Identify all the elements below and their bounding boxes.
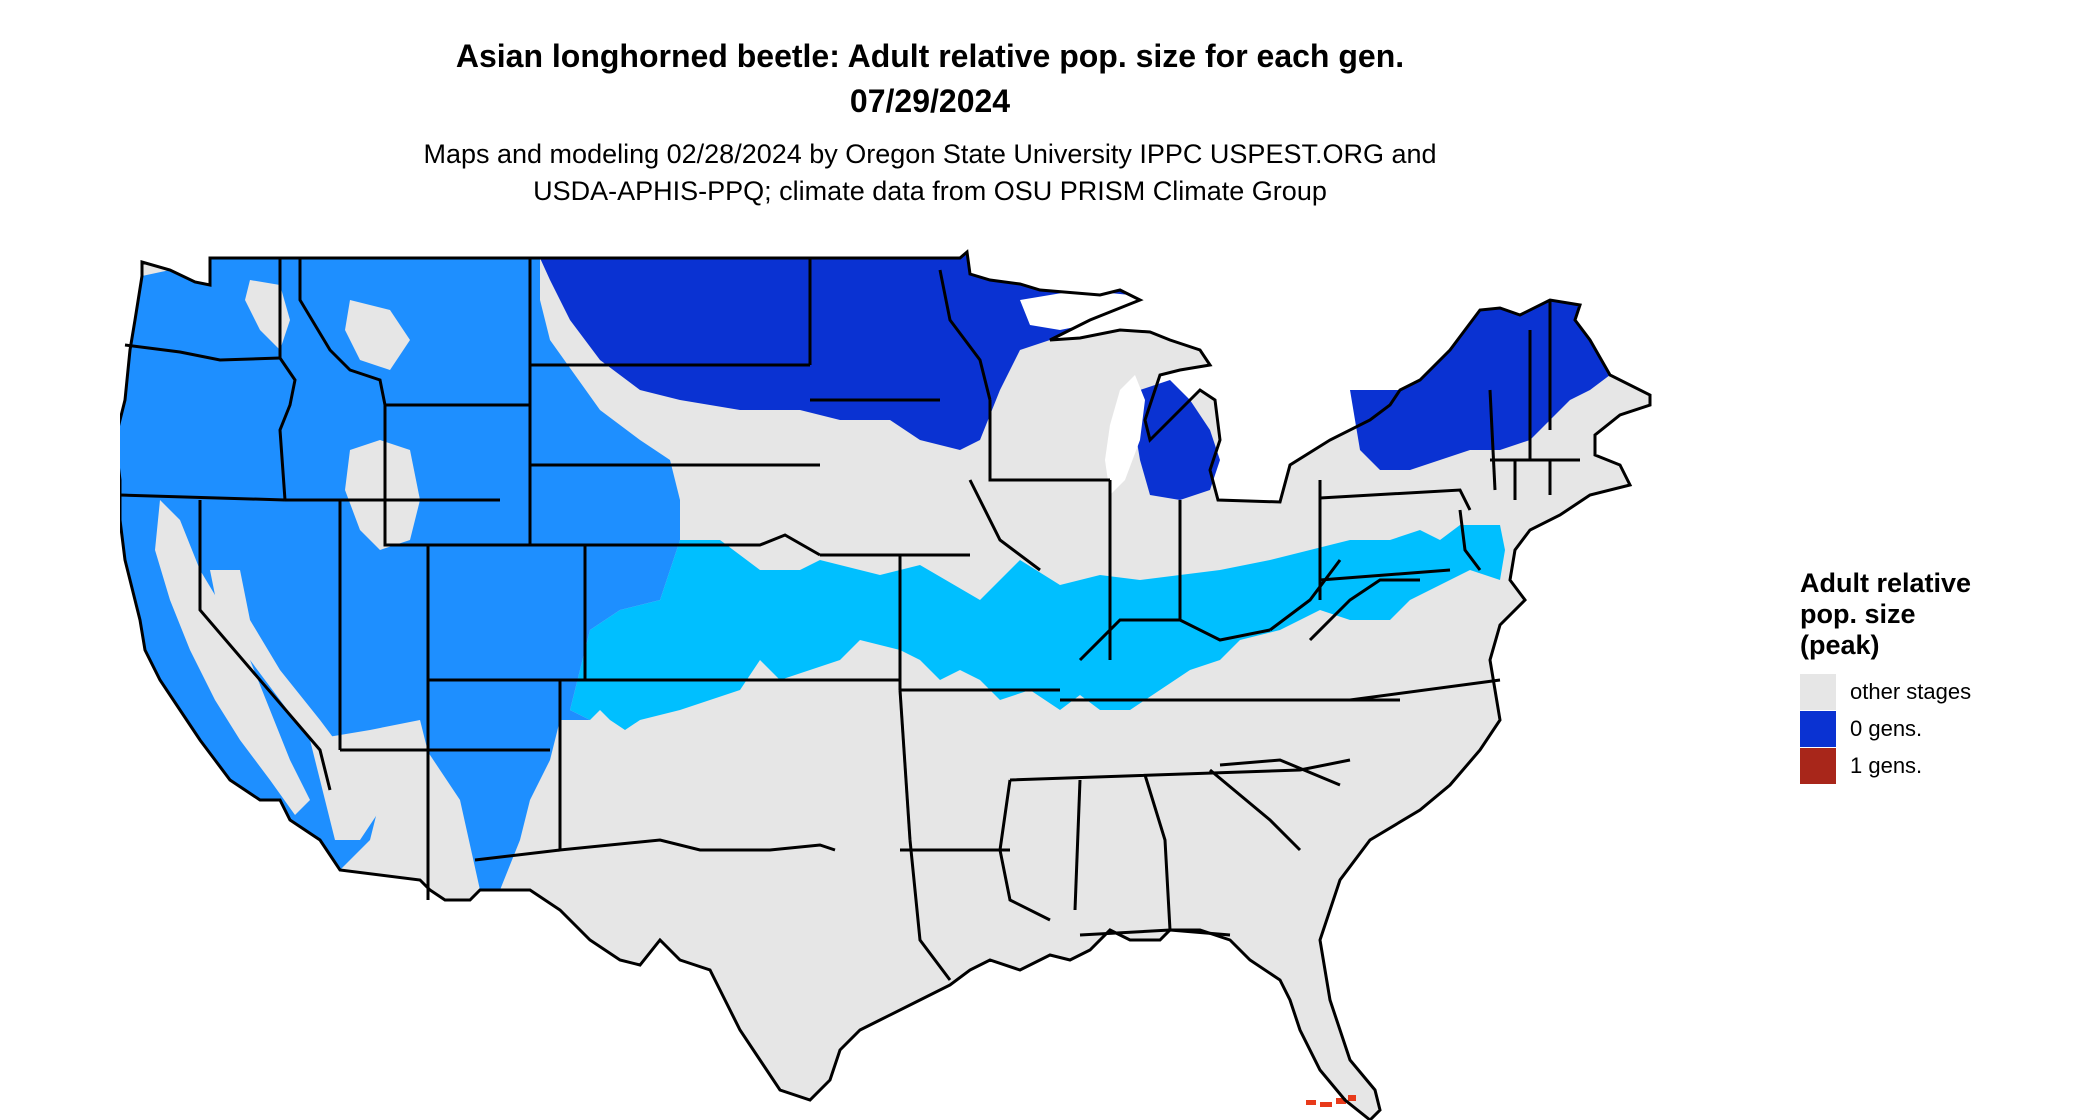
map-title: Asian longhorned beetle: Adult relative … [455, 38, 1405, 74]
zone-gray-pocket-utah [345, 440, 420, 550]
border-ne-ks [585, 533, 821, 557]
zone-deep-blue-michigan [1135, 380, 1220, 500]
map-credit-line-1: Maps and modeling 02/28/2024 by Oregon S… [423, 139, 1437, 169]
border-ny-pa [1319, 488, 1472, 511]
border-il-ky [1078, 618, 1271, 662]
legend-swatch-other-stages [1800, 673, 1836, 710]
us-map [120, 240, 1720, 1120]
border-ia-il [968, 479, 1041, 572]
us-map-svg [120, 249, 1652, 1120]
border-ga-fl [1079, 928, 1231, 937]
border-nc-sc [1219, 758, 1341, 787]
border-oh-wv-ky [1269, 559, 1342, 632]
us-outline [120, 249, 1652, 1120]
border-or-ca [120, 493, 286, 502]
zone-gray-pocket-nevada [210, 570, 350, 780]
legend-label-0-gens: 0 gens. [1850, 715, 1923, 741]
border-ms-al [1073, 779, 1082, 911]
state-borders [120, 249, 1652, 1120]
border-nj [1458, 509, 1482, 571]
border-ms-la [998, 779, 1051, 922]
legend-item-1-gens: 1 gens. [1800, 747, 2060, 784]
border-ok-ar [898, 689, 912, 841]
border-wv-va [1308, 578, 1420, 642]
border-mn-wi [938, 269, 992, 401]
zone-light-blue [570, 525, 1505, 730]
legend-label-1-gens: 1 gens. [1850, 752, 1923, 778]
lake-superior [1020, 290, 1160, 330]
legend-title: Adult relative pop. size (peak) [1800, 568, 1972, 660]
zone-gray-pocket-montana [345, 300, 410, 370]
legend-item-0-gens: 0 gens. [1800, 710, 2060, 747]
legend-swatch-0-gens [1800, 710, 1836, 747]
border-wy-ut-co [383, 500, 430, 680]
border-wa-or [124, 343, 281, 362]
border-va-nc [1349, 678, 1501, 702]
legend-label-other-stages: other stages [1850, 678, 1972, 704]
border-ga-sc [1209, 768, 1302, 852]
border-ny-vt [1488, 389, 1497, 491]
lake-michigan [1105, 375, 1145, 495]
map-date: 07/29/2024 [849, 83, 1011, 119]
border-ca-nv [198, 500, 332, 791]
florida-keys-red-marks [1306, 1095, 1356, 1107]
border-wi-il [988, 400, 1110, 482]
red-mark-2 [1320, 1102, 1332, 1107]
legend-swatch-1-gens [1800, 747, 1836, 784]
red-mark-4 [1348, 1095, 1356, 1101]
map-credit-line-2: USDA-APHIS-PPQ; climate data from OSU PR… [533, 176, 1327, 206]
red-mark-1 [1306, 1100, 1316, 1105]
border-ma-ct-ri [1490, 458, 1580, 500]
legend: Adult relative pop. size (peak) other st… [1800, 568, 2060, 784]
border-nm-tx [474, 848, 561, 862]
legend-item-other-stages: other stages [1800, 673, 2060, 710]
zone-deep-blue-northeast [1350, 300, 1610, 470]
border-or-id [278, 357, 297, 501]
border-la-tx [908, 839, 952, 981]
red-mark-3 [1336, 1098, 1346, 1104]
border-tn-south [1009, 758, 1351, 782]
zone-gray-pocket-california [155, 500, 310, 815]
border-pa-md [1319, 568, 1451, 582]
border-al-ga [1143, 774, 1172, 931]
border-id-mt [298, 258, 387, 406]
